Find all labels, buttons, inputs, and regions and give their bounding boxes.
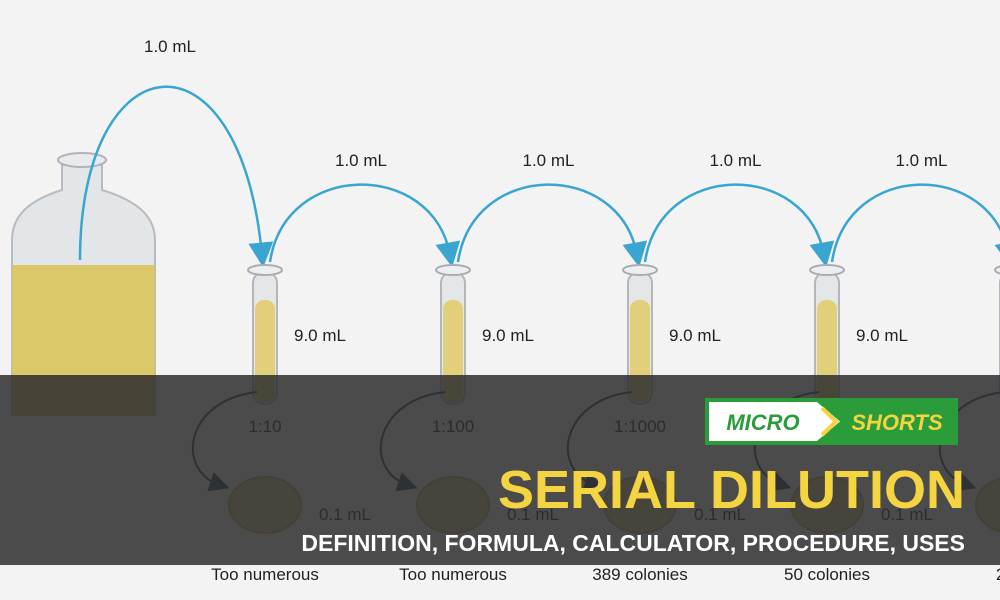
tube-rim [435,264,471,276]
banner-title: SERIAL DILUTION [498,460,965,520]
tube-volume-label: 9.0 mL [294,326,346,345]
transfer-arrow [643,183,835,268]
result-label: 389 colonies [592,565,687,584]
logo-right: SHORTS [851,410,943,435]
transfer-arrow [78,85,274,268]
tube-rim [809,264,845,276]
transfer-arrow [456,183,648,268]
transfer-arrow [268,183,461,268]
logo-left: MICRO [726,410,799,435]
stock-transfer-label: 1.0 mL [144,37,196,56]
transfer-label: 1.0 mL [523,151,575,170]
tube-volume-label: 9.0 mL [856,326,908,345]
transfer-arrow [830,183,1000,268]
banner-subtitle: DEFINITION, FORMULA, CALCULATOR, PROCEDU… [301,530,965,556]
tube-volume-label: 9.0 mL [482,326,534,345]
result-label: Too numerous [211,565,319,584]
result-label: 2 co [996,565,1000,584]
transfer-label: 1.0 mL [896,151,948,170]
result-label: 50 colonies [784,565,870,584]
transfer-label: 1.0 mL [335,151,387,170]
tube-rim [994,265,1000,275]
transfer-label: 1.0 mL [710,151,762,170]
tube-volume-label: 9.0 mL [669,326,721,345]
logo: MICRO SHORTS [705,398,958,445]
result-label: Too numerous [399,565,507,584]
tube-rim [247,264,283,276]
tube-rim [622,264,658,276]
